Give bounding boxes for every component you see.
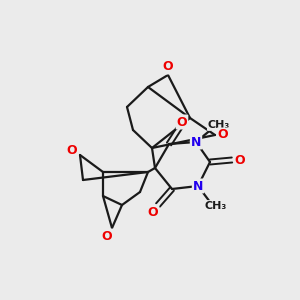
Text: O: O <box>67 143 77 157</box>
Text: O: O <box>177 116 187 128</box>
Text: O: O <box>102 230 112 242</box>
Text: CH₃: CH₃ <box>208 120 230 130</box>
Text: CH₃: CH₃ <box>205 201 227 211</box>
Text: O: O <box>235 154 245 166</box>
Text: N: N <box>191 136 201 148</box>
Text: O: O <box>148 206 158 218</box>
Text: O: O <box>163 61 173 74</box>
Text: N: N <box>193 179 203 193</box>
Text: O: O <box>218 128 228 142</box>
